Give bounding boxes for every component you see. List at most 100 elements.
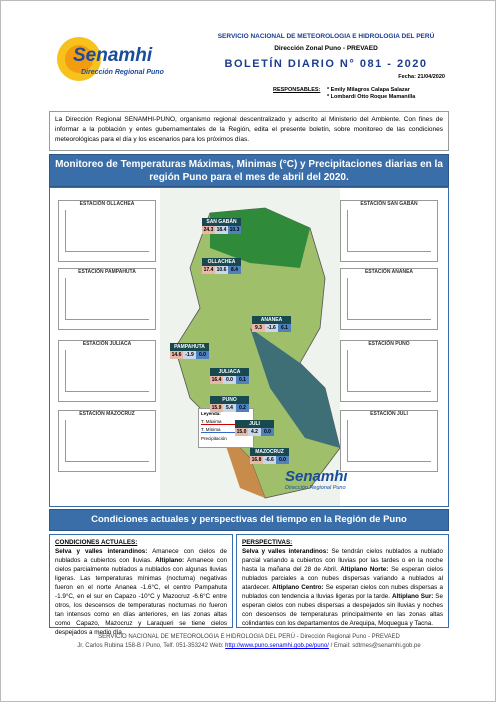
- station-value: -1.6: [265, 324, 278, 332]
- legend-title: Leyenda:: [201, 411, 221, 416]
- station-box: SAN GABÁN 24.3 18.4 10.3: [202, 218, 241, 234]
- office: Dirección Zonal Puno - PREVAED: [274, 45, 378, 52]
- station-values: 15.9 5.4 0.2: [210, 404, 249, 412]
- text: Amanece con cielos de nublados a cubiert…: [55, 548, 227, 564]
- resp-label: RESPONSABLES:: [273, 87, 321, 93]
- resp-name: * Emily Milagros Calapa Salazar: [327, 87, 410, 93]
- station-value: 0.1: [236, 376, 249, 384]
- station-value: 0.0: [261, 428, 274, 436]
- station-value: 8.4: [228, 266, 241, 274]
- station-value: -6.6: [263, 456, 276, 464]
- bold-label: Selva y valles interandinos:: [242, 548, 329, 555]
- column-heading: CONDICIONES ACTUALES:: [55, 539, 138, 546]
- station-value: -1.9: [183, 351, 196, 359]
- chart-area: [65, 350, 149, 392]
- station-values: 14.6 -1.9 0.0: [170, 351, 209, 359]
- logo-sub: Dirección Regional Puno: [81, 69, 164, 76]
- legend-item: T. Mínima: [201, 427, 251, 433]
- station-values: 24.3 18.4 10.3: [202, 226, 241, 234]
- column-text: Selva y valles interandinos: Se tendrán …: [242, 547, 443, 628]
- bold-label: Altiplano Centro:: [272, 584, 324, 591]
- station-box: PAMPAHUTA 14.6 -1.9 0.0: [170, 343, 209, 359]
- station-value: 0.2: [236, 404, 249, 412]
- station-name: SAN GABÁN: [202, 218, 241, 226]
- station-chart: ESTACIÓN SAN GABÁN: [340, 200, 438, 262]
- chart-area: [65, 210, 149, 252]
- section-title: Condiciones actuales y perspectivas del …: [49, 509, 449, 531]
- station-values: 17.4 10.6 8.4: [202, 266, 241, 274]
- station-values: 16.8 -6.6 0.0: [250, 456, 289, 464]
- chart-area: [65, 278, 149, 320]
- station-box: MAZOCRUZ 16.8 -6.6 0.0: [250, 448, 289, 464]
- map-logo: Senamhi Dirección Regional Puno: [285, 468, 375, 491]
- logo-name: Senamhi: [73, 45, 153, 66]
- station-value: 14.6: [170, 351, 183, 359]
- map-logo-name: Senamhi: [285, 468, 348, 485]
- bold-label: Selva y valles interandinos:: [55, 548, 148, 555]
- map-logo-sub: Dirección Regional Puno: [285, 485, 346, 491]
- resp: * Emily Milagros Calapa Salazar * Lombar…: [327, 87, 415, 101]
- chart-area: [347, 210, 431, 252]
- station-box: OLLACHEA 17.4 10.6 8.4: [202, 258, 241, 274]
- current-conditions: CONDICIONES ACTUALES: Selva y valles inte…: [49, 534, 233, 636]
- station-name: ANANEA: [252, 316, 291, 324]
- legend-item: Precipitación: [201, 436, 227, 441]
- title: BOLETÍN DIARIO N° 081 - 2020: [224, 58, 428, 70]
- station-chart: ESTACIÓN ANANEA: [340, 268, 438, 330]
- station-chart: ESTACIÓN OLLACHEA: [58, 200, 156, 262]
- station-value: 15.9: [210, 404, 223, 412]
- station-value: 4.2: [248, 428, 261, 436]
- text: Amanece con cielos parcialmente nublados…: [55, 557, 228, 636]
- station-chart: ESTACIÓN PAMPAHUTA: [58, 268, 156, 330]
- footer-line: SERVICIO NACIONAL DE METEOROLOGIA E HIDR…: [98, 634, 400, 640]
- bold-label: Altiplano:: [155, 557, 185, 564]
- text: Se esperan cielos nublados parciales a c…: [242, 566, 443, 591]
- text: Se esperan cielos con nubes dispersas a …: [242, 593, 444, 627]
- station-value: 10.6: [215, 266, 228, 274]
- station-name: JULIACA: [210, 368, 249, 376]
- logo: Senamhi Dirección Regional Puno: [51, 29, 164, 99]
- station-chart-title: ESTACIÓN MAZOCRUZ: [79, 411, 135, 417]
- bold-label: Altiplano Sur:: [391, 593, 434, 600]
- station-value: 9.3: [252, 324, 265, 332]
- chart-area: [347, 278, 431, 320]
- station-name: JULI: [235, 420, 274, 428]
- station-value: 10.3: [228, 226, 241, 234]
- section-title: Monitoreo de Temperaturas Máximas, Minim…: [49, 154, 449, 187]
- station-chart-title: ESTACIÓN OLLACHEA: [79, 201, 135, 207]
- legend-item: T. Máxima: [201, 419, 251, 425]
- chart-area: [65, 420, 149, 462]
- footer: SERVICIO NACIONAL DE METEOROLOGIA E HIDR…: [1, 633, 496, 651]
- station-value: 6.1: [278, 324, 291, 332]
- text: Se tendrán cielos nublados a nublado par…: [242, 548, 443, 573]
- resp-name: * Lombardi Otto Roque Mamanilla: [327, 94, 416, 100]
- column-text: Selva y valles interandinos: Amanece con…: [55, 547, 227, 637]
- station-box: JULI 15.0 4.2 0.0: [235, 420, 274, 436]
- date: Fecha: 21/04/2020: [398, 74, 445, 80]
- footer-link[interactable]: http://www.puno.senamhi.gob.pe/puno/: [225, 643, 329, 649]
- station-value: 24.3: [202, 226, 215, 234]
- station-chart-title: ESTACIÓN PUNO: [368, 341, 410, 347]
- station-value: 16.8: [250, 456, 263, 464]
- column-heading: PERSPECTIVAS:: [242, 539, 293, 546]
- org: SERVICIO NACIONAL DE METEOROLOGIA E HIDR…: [217, 33, 435, 40]
- station-box: JULIACA 16.4 0.0 0.1: [210, 368, 249, 384]
- footer-email: / Email: sdtrnes@senamhi.gob.pe: [328, 643, 421, 649]
- station-values: 16.4 0.0 0.1: [210, 376, 249, 384]
- station-value: 0.0: [223, 376, 236, 384]
- map-panel: Leyenda: T. Máxima T. Mínima Precipitaci…: [49, 187, 449, 507]
- header: SERVICIO NACIONAL DE METEOROLOGIA E HIDR…: [171, 33, 481, 70]
- station-chart-title: ESTACIÓN JULIACA: [82, 341, 132, 347]
- station-value: 0.0: [196, 351, 209, 359]
- station-chart: ESTACIÓN JULI: [340, 410, 438, 472]
- station-box: ANANEA 9.3 -1.6 6.1: [252, 316, 291, 332]
- station-value: 15.0: [235, 428, 248, 436]
- station-chart-title: ESTACIÓN PAMPAHUTA: [78, 269, 136, 275]
- station-chart-title: ESTACIÓN JULI: [370, 411, 408, 417]
- station-value: 0.0: [276, 456, 289, 464]
- text: Se esperan cielos con nubes dispersas a …: [242, 584, 443, 600]
- station-values: 9.3 -1.6 6.1: [252, 324, 291, 332]
- station-chart: ESTACIÓN PUNO: [340, 340, 438, 402]
- station-chart-title: ESTACIÓN SAN GABÁN: [360, 201, 418, 207]
- footer-address: Jr. Carlos Rubina 158-B / Puno, Telf. 05…: [77, 643, 226, 649]
